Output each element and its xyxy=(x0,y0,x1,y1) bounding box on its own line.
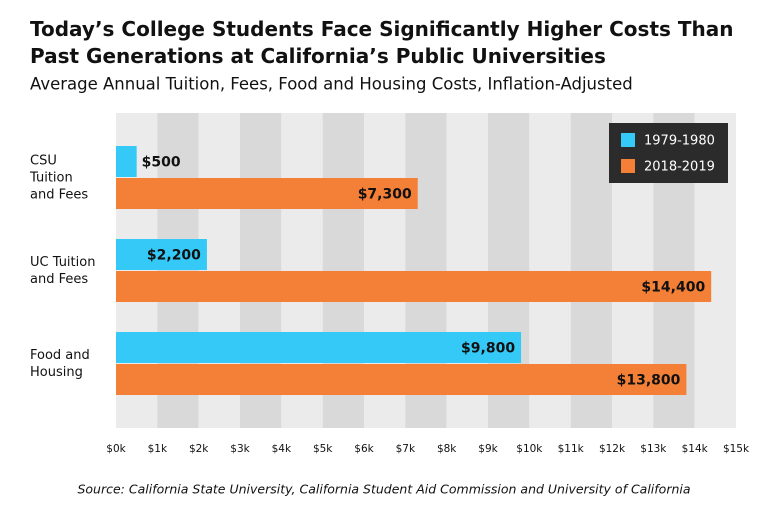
value-label: $13,800 xyxy=(617,373,681,389)
value-label: $7,300 xyxy=(358,187,412,203)
title-line: Past Generations at California’s Public … xyxy=(30,44,606,68)
category-label: UC Tuition and Fees xyxy=(30,254,96,287)
bar xyxy=(116,239,207,270)
x-tick-label: $6k xyxy=(354,443,374,455)
bar xyxy=(116,332,522,363)
category-label: CSU Tuition and Fees xyxy=(30,153,89,202)
x-tick-label: $14k xyxy=(682,443,709,455)
title-line: Today’s College Students Face Significan… xyxy=(30,17,734,41)
legend-label: 1979-1980 xyxy=(644,134,715,149)
x-tick-label: $8k xyxy=(437,443,457,455)
x-tick-label: $15k xyxy=(723,443,750,455)
bar xyxy=(116,271,712,302)
x-tick-label: $11k xyxy=(558,443,585,455)
value-label: $500 xyxy=(142,155,181,171)
x-tick-label: $9k xyxy=(478,443,498,455)
x-tick-label: $4k xyxy=(272,443,292,455)
bar xyxy=(116,146,137,177)
x-tick-label: $10k xyxy=(516,443,543,455)
value-label: $9,800 xyxy=(461,341,515,357)
source-note: Source: California State University, Cal… xyxy=(77,482,690,497)
bar xyxy=(116,364,687,395)
x-tick-label: $0k xyxy=(106,443,126,455)
legend-label: 2018-2019 xyxy=(644,160,715,175)
chart-title: Today’s College Students Face Significan… xyxy=(30,17,734,68)
x-tick-label: $2k xyxy=(189,443,209,455)
value-label: $2,200 xyxy=(147,248,201,264)
x-tick-label: $5k xyxy=(313,443,333,455)
x-tick-label: $1k xyxy=(148,443,168,455)
x-tick-label: $13k xyxy=(640,443,667,455)
x-tick-label: $3k xyxy=(230,443,250,455)
category-label: Food and Housing xyxy=(30,347,90,380)
legend-swatch xyxy=(621,133,635,147)
value-label: $14,400 xyxy=(641,280,705,296)
legend-swatch xyxy=(621,159,635,173)
bar xyxy=(116,178,418,209)
chart-subtitle: Average Annual Tuition, Fees, Food and H… xyxy=(30,75,633,94)
x-tick-label: $12k xyxy=(599,443,626,455)
x-tick-label: $7k xyxy=(396,443,416,455)
